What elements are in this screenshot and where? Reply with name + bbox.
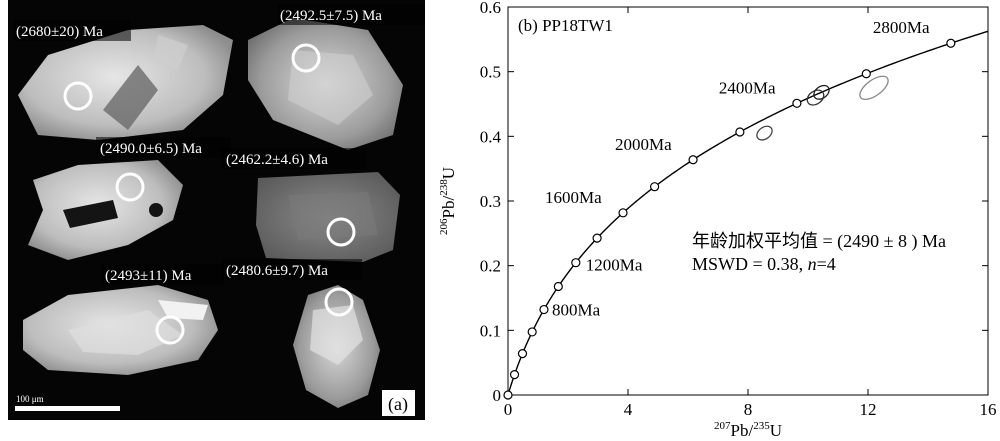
spot-age-label-5: (2493±11) Ma bbox=[105, 268, 192, 284]
y-axis-label-base-2: U bbox=[439, 167, 458, 179]
panel-b-label: (b) PP18TW1 bbox=[518, 16, 613, 35]
panel-a-label: (a) bbox=[388, 394, 408, 415]
zircon-grain-1 bbox=[18, 25, 233, 140]
concordia-curve-layer bbox=[503, 30, 989, 400]
analysis-spot-3 bbox=[115, 172, 145, 202]
concordia-age-marker bbox=[946, 38, 956, 48]
scale-bar bbox=[15, 406, 120, 411]
mswd-annotation: MSWD = 0.38, n=4 bbox=[692, 254, 836, 274]
y-tick-label: 0.3 bbox=[480, 192, 501, 211]
zircon-grain-4 bbox=[256, 172, 400, 262]
analysis-spot-1 bbox=[63, 81, 93, 111]
y-tick-label: 0.5 bbox=[480, 63, 501, 82]
analysis-ellipse bbox=[806, 89, 825, 106]
concordia-age-marker bbox=[517, 349, 528, 359]
concordia-age-marker bbox=[688, 155, 698, 165]
concordia-age-marker bbox=[553, 281, 563, 292]
x-axis-label: 207Pb/235U bbox=[714, 420, 782, 440]
y-tick-label: 0.6 bbox=[480, 0, 501, 17]
y-tick-label: 0 bbox=[493, 386, 502, 405]
y-tick-label: 0.1 bbox=[480, 321, 501, 340]
concordia-age-marker bbox=[618, 208, 628, 218]
analysis-spot-5 bbox=[155, 315, 185, 345]
concordia-age-marker bbox=[792, 98, 802, 108]
x-axis-label-sup-2: 235 bbox=[753, 420, 770, 432]
concordia-age-label: 1200Ma bbox=[586, 256, 643, 275]
concordia-age-marker bbox=[509, 370, 520, 380]
analysis-ellipse bbox=[756, 125, 773, 141]
panel-a-label-box bbox=[382, 390, 415, 416]
y-axis-label-base-1: Pb/ bbox=[439, 196, 458, 219]
scale-bar-label: 100 μm bbox=[16, 394, 44, 404]
analysis-spot-6 bbox=[324, 287, 354, 317]
zircon-grain-6 bbox=[293, 285, 380, 408]
concordia-age-marker bbox=[592, 233, 602, 243]
concordia-age-marker bbox=[650, 182, 660, 192]
y-tick-label: 0.2 bbox=[480, 257, 501, 276]
spot-age-label-2: (2492.5±7.5) Ma bbox=[280, 8, 382, 24]
concordia-age-marker bbox=[539, 304, 549, 315]
spot-age-labels: (2680±20) Ma (2492.5±7.5) Ma (2490.0±6.5… bbox=[13, 4, 425, 285]
weighted-mean-age-annotation: 年龄加权平均值 = (2490 ± 8 ) Ma bbox=[692, 231, 946, 252]
concordia-age-marker bbox=[571, 258, 581, 268]
y-axis-label-sup-1: 206 bbox=[438, 218, 450, 235]
concordia-chart: 0 4 8 12 16 0 0.1 0.2 0.3 0.4 0.5 0.6 800Ma 1200Ma 16… bbox=[438, 0, 997, 440]
x-axis-label-base-1: Pb/ bbox=[731, 421, 754, 440]
mswd-n-italic: n bbox=[808, 254, 817, 274]
concordia-age-label: 800Ma bbox=[552, 301, 601, 320]
axis-ticks: 0 4 8 12 16 0 0.1 0.2 0.3 0.4 0.5 0.6 bbox=[480, 0, 997, 419]
zircon-grain-2 bbox=[248, 18, 403, 150]
concordia-age-label: 2800Ma bbox=[873, 18, 930, 37]
concordia-age-marker bbox=[735, 127, 745, 137]
analysis-ellipse bbox=[859, 75, 889, 101]
concordia-age-marker bbox=[861, 69, 871, 79]
zircon-cl-image-panel: (2680±20) Ma (2492.5±7.5) Ma (2490.0±6.5… bbox=[8, 0, 425, 420]
analysis-spot-2 bbox=[291, 43, 321, 73]
mswd-count: =4 bbox=[817, 254, 836, 274]
x-tick-label: 4 bbox=[624, 400, 633, 419]
concordia-age-label: 2400Ma bbox=[719, 78, 776, 97]
zircon-grain-5 bbox=[23, 285, 218, 375]
spot-age-label-6: (2480.6±9.7) Ma bbox=[226, 263, 328, 279]
concordia-age-labels: 800Ma 1200Ma 1600Ma 2000Ma 2400Ma 2800Ma bbox=[545, 18, 930, 319]
x-tick-label: 8 bbox=[744, 400, 753, 419]
analysis-ellipse bbox=[813, 84, 830, 100]
y-tick-label: 0.4 bbox=[480, 127, 502, 146]
x-tick-label: 0 bbox=[504, 400, 513, 419]
concordia-age-marker bbox=[503, 390, 513, 400]
spot-age-label-3: (2490.0±6.5) Ma bbox=[100, 141, 202, 157]
spot-age-label-1: (2680±20) Ma bbox=[16, 24, 103, 40]
mswd-text: MSWD = 0.38, bbox=[692, 254, 808, 274]
data-ellipses bbox=[756, 75, 889, 141]
x-tick-label: 12 bbox=[860, 400, 877, 419]
x-axis-label-sup-1: 207 bbox=[714, 420, 731, 432]
y-axis-label: 206Pb/238U bbox=[438, 167, 458, 235]
plot-area bbox=[507, 6, 989, 396]
analysis-spot-4 bbox=[326, 217, 356, 247]
concordia-age-label: 1600Ma bbox=[545, 188, 602, 207]
y-axis-label-sup-2: 238 bbox=[438, 179, 450, 196]
concordia-age-label: 2000Ma bbox=[615, 135, 672, 154]
x-axis-label-base-2: U bbox=[770, 421, 782, 440]
concordia-age-marker bbox=[527, 327, 537, 337]
x-tick-label: 16 bbox=[980, 400, 997, 419]
spot-age-label-4: (2462.2±4.6) Ma bbox=[226, 152, 328, 168]
